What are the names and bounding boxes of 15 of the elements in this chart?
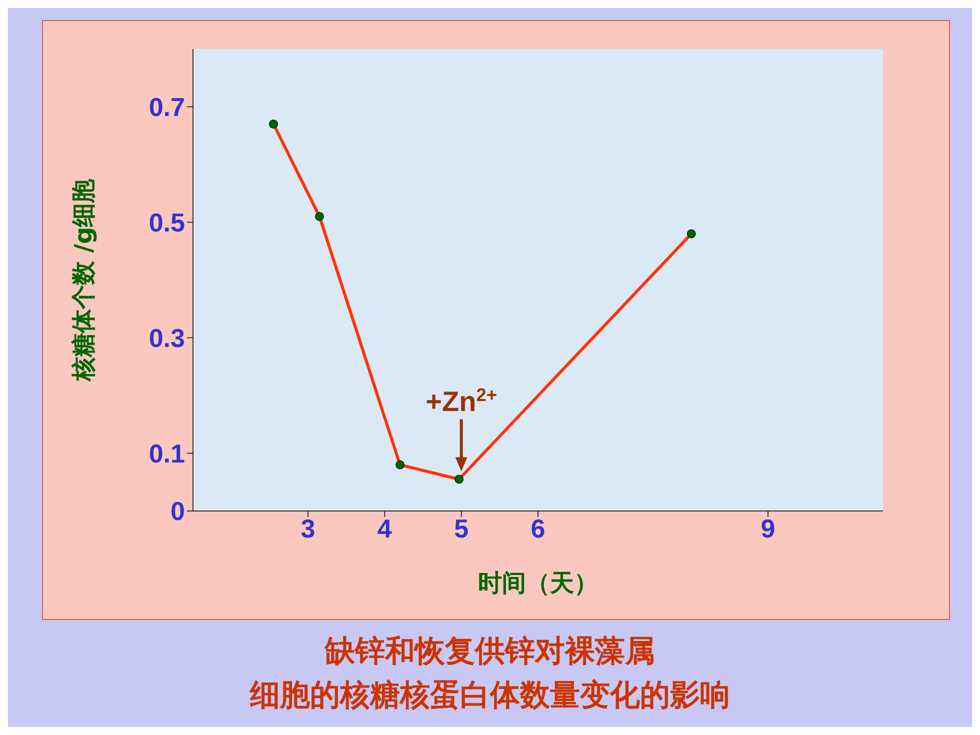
x-tick-label: 9 — [760, 513, 776, 544]
x-tick-label: 5 — [454, 513, 469, 544]
y-tick-label: 0.3 — [148, 322, 185, 353]
x-tick-label: 3 — [300, 513, 316, 544]
text: 细胞的核糖核蛋白体数量变化的影响 — [248, 677, 731, 715]
x-axis-title: 时间（天） — [478, 569, 598, 597]
annotation: +Zn$^{2+}$ — [426, 385, 497, 418]
y-tick-label: 0.7 — [148, 92, 185, 122]
y-axis-title: 核糖体个数 /g细胞 — [70, 178, 98, 382]
text: 缺锌和恢复供锌对裸藻属 — [324, 633, 656, 671]
x-tick-label: 4 — [377, 513, 392, 544]
y-tick-label: 0.1 — [148, 438, 185, 468]
y-tick-label: 0.5 — [148, 207, 185, 238]
y-tick-label: 0 — [170, 496, 185, 526]
x-tick-label: 6 — [530, 513, 546, 544]
